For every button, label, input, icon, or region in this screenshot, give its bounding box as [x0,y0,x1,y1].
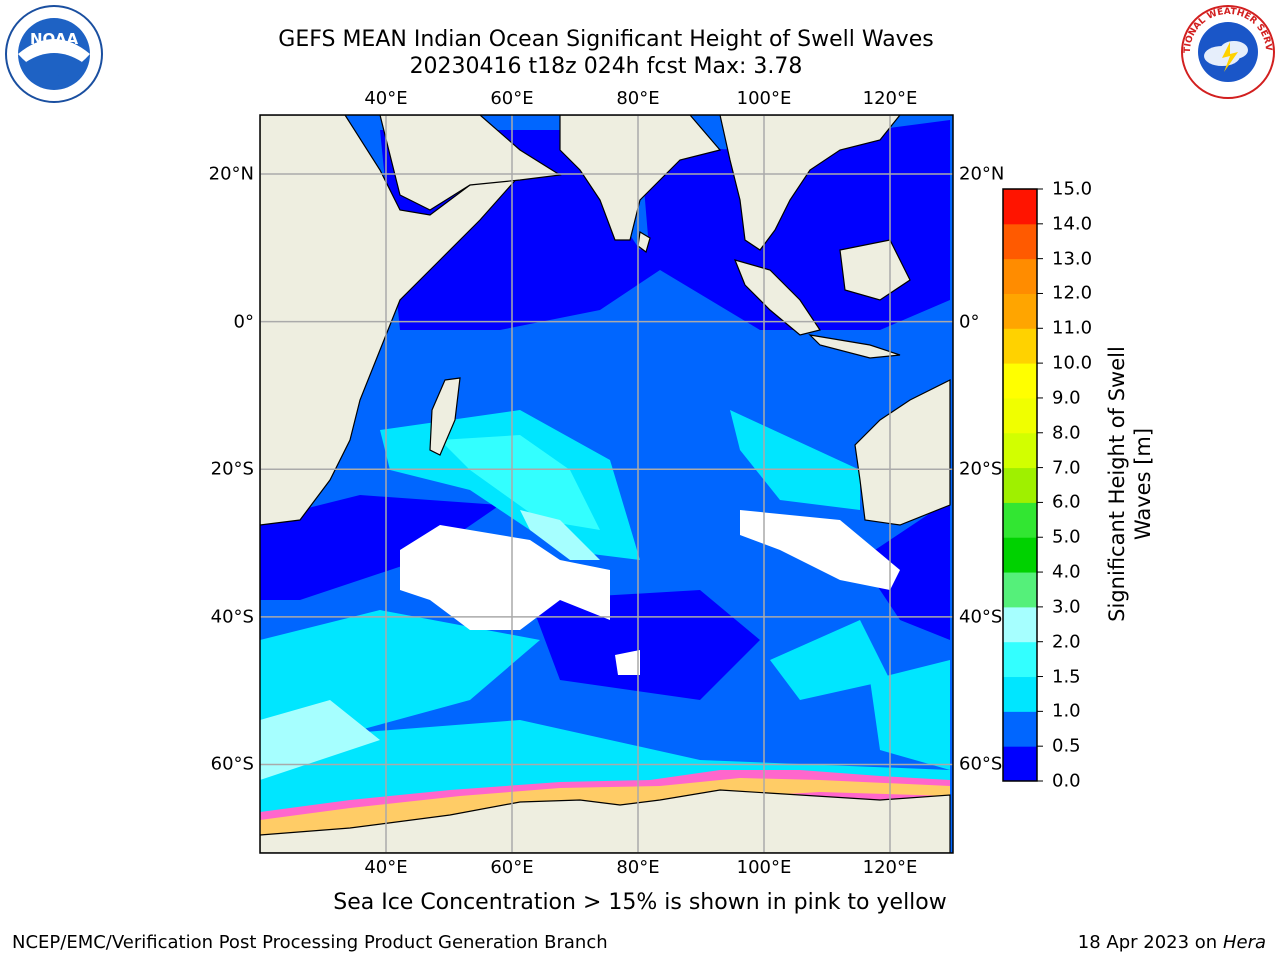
colorbar-tick-label: 15.0 [1052,178,1093,200]
land-madagascar [429,377,461,456]
colorbar-swatch [1003,537,1037,573]
colorbar-swatch [1003,363,1037,399]
colorbar-tick-label: 13.0 [1052,248,1093,270]
chart-title: GEFS MEAN Indian Ocean Significant Heigh… [278,27,934,52]
swell-band-high-3 [520,510,600,560]
land-java [808,334,901,359]
colorbar [1002,188,1043,782]
lat-tick-label-left: 40°S [210,606,254,628]
colorbar-swatch [1003,502,1037,538]
chart-subtitle: 20230416 t18z 024h fcst Max: 3.78 [409,54,803,79]
colorbar-tick-label: 9.0 [1052,387,1081,409]
land-antarctica [260,789,951,853]
lon-tick-label-top: 120°E [862,88,918,109]
swell-band-low-west [260,495,500,600]
lon-tick-label-bottom: 80°E [616,857,660,878]
colorbar-tick-label: 5.0 [1052,526,1081,548]
land-sumatra [733,259,821,336]
nws-logo: NATIONAL WEATHER SERVICE [1180,4,1275,99]
land-india [559,115,722,241]
colorbar-tick-label: 14.0 [1052,213,1093,235]
colorbar-swatch [1003,328,1037,364]
colorbar-tick-label: 1.5 [1052,666,1081,688]
lat-tick-label-right: 0° [959,311,980,333]
swell-band-low-east [860,500,950,640]
colorbar-tick-label: 1.0 [1052,700,1081,722]
colorbar-tick-label: 3.0 [1052,596,1081,618]
swell-band-mid-4 [770,620,890,700]
lat-tick-label-right: 60°S [959,753,1003,775]
lat-tick-label-left: 20°N [208,163,254,185]
colorbar-swatch [1003,746,1037,782]
colorbar-tick-label: 10.0 [1052,352,1093,374]
colorbar-swatch [1003,223,1037,260]
host-name: Hera [1222,932,1266,953]
lon-tick-label-top: 80°E [616,88,660,109]
lat-tick-label-left: 60°S [210,753,254,775]
noaa-wordmark: NOAA [30,30,79,48]
land-africa [260,115,522,526]
noaa-logo: NOAA [5,5,103,103]
colorbar-tick-label: 12.0 [1052,282,1093,304]
lon-tick-label-bottom: 40°E [364,857,408,878]
map-frame [259,114,954,854]
lat-tick-label-right: 40°S [959,606,1003,628]
lat-tick-label-right: 20°S [959,458,1003,480]
colorbar-swatch [1003,676,1037,712]
colorbar-swatch [1003,711,1037,747]
colorbar-swatch [1003,641,1037,678]
colorbar-tick-label: 4.0 [1052,561,1081,583]
no-data-patch-2 [740,510,900,590]
colorbar-tick-label: 0.0 [1052,770,1081,792]
swell-band-mid-2 [730,410,860,510]
swell-band-high-2 [260,700,380,780]
lat-tick-label-left: 20°S [210,458,254,480]
colorbar-swatch [1003,572,1037,608]
colorbar-label: Significant Height of Swell Waves [m] [1105,346,1155,622]
land-southeast-asia [719,115,901,251]
colorbar-swatch [1003,189,1037,225]
colorbar-swatch [1003,467,1037,503]
lon-tick-label-top: 60°E [490,88,534,109]
lon-tick-label-top: 100°E [736,88,792,109]
colorbar-tick-label: 2.0 [1052,631,1081,653]
credit-line: NCEP/EMC/Verification Post Processing Pr… [12,932,608,953]
lon-tick-label-bottom: 60°E [490,857,534,878]
colorbar-tick-label: 11.0 [1052,317,1093,339]
lat-tick-label-right: 20°N [959,163,1005,185]
colorbar-tick-label: 6.0 [1052,491,1081,513]
no-data-patch-3 [615,650,640,675]
run-date: 18 Apr 2023 on Hera [1078,932,1266,953]
swell-band-low-bay [640,140,760,290]
land-arabia [379,115,562,211]
colorbar-tick-label: 7.0 [1052,457,1081,479]
run-date-prefix: 18 Apr 2023 on [1077,932,1223,953]
land-borneo [839,239,911,301]
colorbar-tick-label: 8.0 [1052,422,1081,444]
colorbar-tick-label: 0.5 [1052,735,1081,757]
land-australia [854,379,951,526]
swell-band-high-1 [440,435,600,530]
lon-tick-label-bottom: 100°E [736,857,792,878]
colorbar-swatch [1003,606,1037,643]
lon-tick-label-top: 40°E [364,88,408,109]
colorbar-swatch [1003,258,1037,294]
sea-ice-note: Sea Ice Concentration > 15% is shown in … [333,890,947,915]
no-data-patch-1 [400,525,610,630]
map-grid [260,115,953,853]
lon-tick-label-bottom: 120°E [862,857,918,878]
colorbar-swatch [1003,432,1037,469]
colorbar-swatch [1003,397,1037,434]
colorbar-swatch [1003,293,1037,329]
lat-tick-label-left: 0° [233,311,254,333]
